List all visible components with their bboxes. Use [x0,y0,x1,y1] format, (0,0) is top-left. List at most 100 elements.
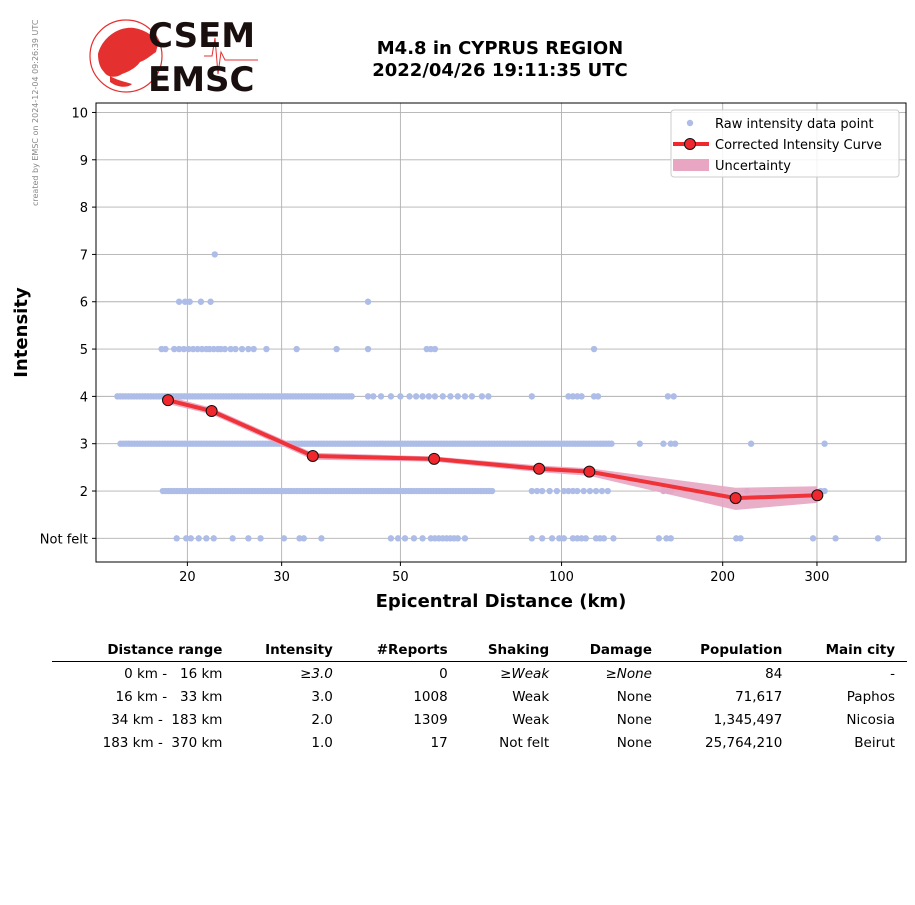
table-header-cell: Main city [794,640,907,662]
raw-data-point [195,535,202,542]
raw-data-point [318,535,325,542]
legend-swatch-marker [684,138,696,150]
y-tick-label: 7 [80,248,88,263]
table-cell: Weak [512,689,550,705]
y-tick-label: 10 [71,106,88,121]
raw-data-point [538,535,546,542]
curve-marker [428,452,441,465]
raw-data-point [636,440,643,447]
raw-data-point [592,487,600,495]
curve-marker [306,450,319,463]
curve-markers [161,394,824,505]
legend-swatch-dot [686,119,694,127]
raw-data-point [528,535,536,542]
raw-data-point [183,535,190,542]
raw-data-point [180,345,188,353]
table-cell: 183 km - 370 km [102,735,223,751]
raw-data-point [821,487,828,495]
table-cell: Not felt [499,735,550,751]
curve-marker [811,489,824,502]
table-header-row: Distance range Intensity #Reports Shaking Da… [52,640,907,662]
legend: Raw intensity data point Corrected Intens… [670,109,900,178]
raw-data-point [604,487,611,495]
table-cell: 71,617 [735,689,783,705]
intensity-chart: 20 30 50 100 200 300 Not felt 2 3 4 5 6 7 8 9 10 Epice… [11,102,907,612]
table-cell: 1.0 [311,735,333,751]
raw-data-point [565,487,572,495]
legend-label: Raw intensity data point [715,117,874,132]
raw-data-point [431,393,439,400]
raw-data-point [553,487,561,495]
raw-data-point [401,535,409,542]
y-tick-label: 2 [80,485,88,500]
table-cell: Paphos [846,689,895,705]
table-row: 16 km - 33 km 3.0 1008 Weak None 71,617 Paphos [52,685,907,708]
raw-data-point [660,440,667,447]
raw-data-point [598,487,606,495]
raw-data-point [569,393,577,400]
table-cell: 1,345,497 [713,712,783,728]
raw-data-point [293,345,300,353]
raw-data-point [229,535,236,542]
raw-data-point [173,535,180,542]
legend-label: Uncertainty [715,159,791,174]
raw-points [114,251,882,542]
y-tick-label: 3 [80,438,88,453]
logo-csem: CSEM [148,16,256,56]
legend-box [670,109,900,178]
table-header-cell: Population [664,640,795,662]
x-tick-label: 100 [549,570,574,585]
raw-data-point [419,535,426,542]
raw-data-point [655,535,663,542]
y-tick-label: 6 [80,296,88,311]
raw-data-point [671,440,679,447]
chart-title: M4.8 in CYPRUS REGION 2022/04/26 19:11:3… [300,38,700,82]
raw-data-point [387,393,395,400]
emsc-logo: CSEM EMSC [88,16,258,100]
raw-data-point [250,345,257,353]
raw-data-point [560,487,568,495]
raw-data-point [280,535,288,542]
raw-data-point [181,298,189,305]
y-tick-label: 8 [80,201,88,216]
table-cell: - [890,666,895,682]
raw-data-point [664,393,672,400]
x-tick-label: 200 [710,570,735,585]
raw-data-point [821,440,828,447]
raw-data-point [364,393,372,400]
raw-data-point [387,535,395,542]
raw-data-point [211,251,218,258]
raw-data-point [574,487,581,495]
raw-data-point [548,535,556,542]
raw-data-point [245,535,252,542]
table-cell: 0 [439,666,448,682]
raw-data-point [586,487,594,495]
raw-data-point [197,298,205,305]
raw-data-point [670,393,677,400]
raw-data-point [556,535,563,542]
table-cell: 16 km - 33 km [115,689,223,705]
raw-data-point [528,393,536,400]
raw-data-point [171,345,178,353]
table-cell: 3.0 [311,689,333,705]
raw-data-point [364,345,372,353]
table-row: 183 km - 370 km 1.0 17 Not felt None 25,764,2… [52,731,907,754]
raw-data-point [569,535,577,542]
table-header-cell: Intensity [234,640,345,662]
raw-data-point [227,345,234,353]
y-axis-label: Intensity [11,287,32,378]
table-cell: Nicosia [846,712,895,728]
raw-data-point [263,345,270,353]
x-tick-label: 30 [273,570,290,585]
raw-data-point [488,487,496,495]
y-tick-label: 9 [80,154,88,169]
raw-data-point [608,440,615,447]
legend-swatch-band [673,159,709,171]
raw-data-point [257,535,264,542]
raw-data-point [485,393,492,400]
raw-data-point [569,487,577,495]
x-tick-label: 20 [179,570,196,585]
raw-data-point [238,345,246,353]
raw-data-point [419,393,426,400]
raw-data-point [245,345,252,353]
